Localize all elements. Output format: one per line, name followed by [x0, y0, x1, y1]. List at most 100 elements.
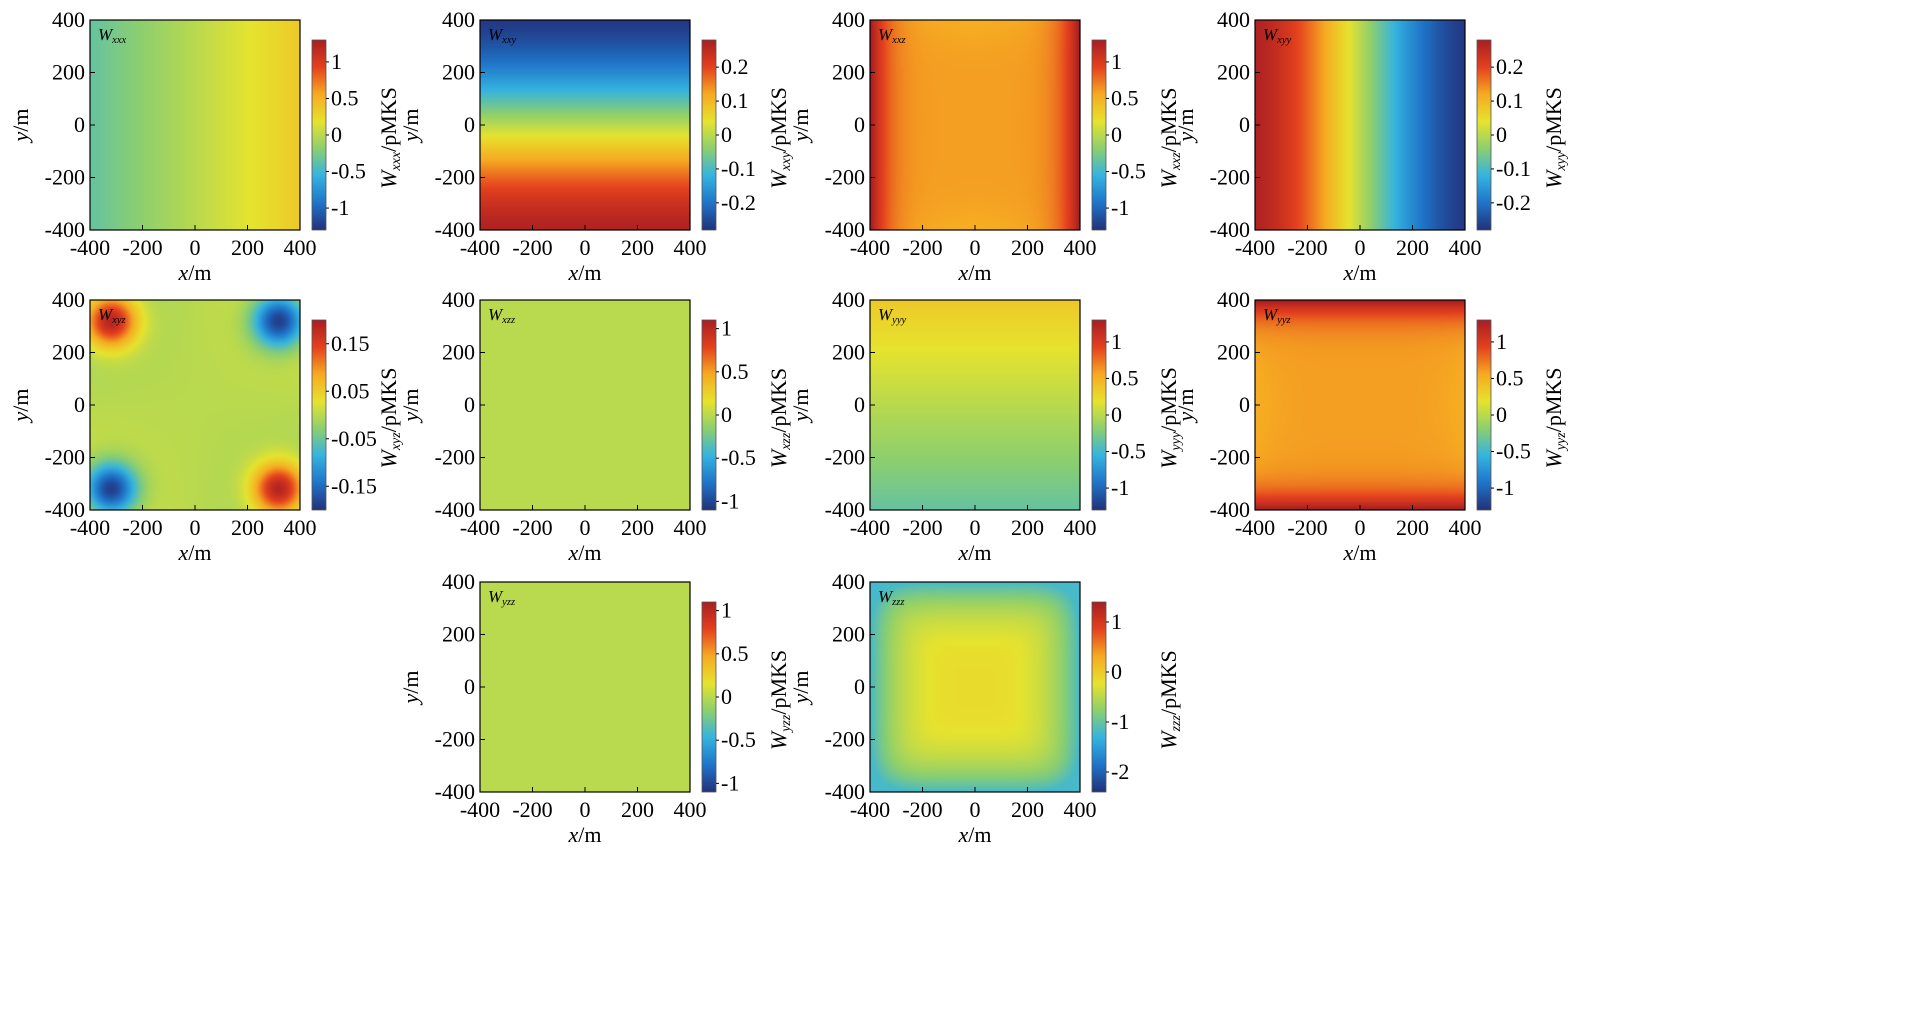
y-tick-label: 0: [464, 112, 475, 137]
colorbar-tick-label: 0: [721, 684, 732, 709]
colorbar-label: Wyyz/pMKS: [1541, 367, 1569, 468]
colorbar-label: Wxyy/pMKS: [1541, 87, 1569, 189]
colorbar-tick-label: -1: [1496, 475, 1514, 500]
x-tick-label: 200: [1011, 797, 1044, 822]
x-tick-label: 400: [1064, 797, 1097, 822]
y-axis-label: y/m: [398, 389, 423, 424]
panel-label: Wzzz: [878, 587, 904, 608]
heatmap-xzz: [480, 300, 690, 510]
panel-label: Wxyz: [98, 305, 126, 326]
y-tick-label: -200: [45, 445, 85, 470]
heatmap-xxz: [870, 20, 1080, 230]
x-tick-label: 400: [674, 797, 707, 822]
y-tick-label: 0: [74, 392, 85, 417]
x-tick-label: 0: [190, 235, 201, 260]
colorbar-label: Wxxy/pMKS: [766, 87, 794, 189]
colorbar-tick-label: -0.5: [1111, 439, 1146, 464]
y-tick-label: 400: [442, 7, 475, 32]
heatmap-yyy: [870, 300, 1080, 510]
x-tick-label: -200: [902, 797, 942, 822]
panel-xyy: Wxyy -400 -200 0 200 400 -400 -200 0 200 400 x/m y/m…: [1173, 7, 1569, 285]
heatmap-xxy: [480, 20, 690, 230]
colorbar: [1091, 39, 1107, 231]
y-tick-label: 0: [464, 674, 475, 699]
colorbar-tick-label: -1: [721, 770, 739, 795]
colorbar-tick-label: 0.1: [721, 88, 749, 113]
y-tick-label: 400: [442, 569, 475, 594]
panel-yyz: Wyyz -400 -200 0 200 400 -400 -200 0 200 400 x/m y/m…: [1173, 287, 1569, 565]
colorbar-label: Wxxz/pMKS: [1156, 87, 1184, 188]
x-tick-label: -200: [512, 797, 552, 822]
heatmap-yyz: [1255, 300, 1465, 510]
y-axis-label: y/m: [1173, 389, 1198, 424]
panel-yyy: Wyyy -400 -200 0 200 400 -400 -200 0 200 400 x/m y/m…: [788, 287, 1184, 565]
x-tick-label: 400: [284, 235, 317, 260]
y-tick-label: 400: [832, 287, 865, 312]
colorbar-tick-label: 0: [1111, 402, 1122, 427]
y-axis-label: y/m: [1173, 109, 1198, 144]
colorbar-label: Wyzz/pMKS: [766, 650, 794, 750]
x-axis-label: x/m: [1343, 540, 1377, 565]
colorbar-label: Wxyz/pMKS: [376, 367, 404, 468]
colorbar-tick-label: 0: [1111, 122, 1122, 147]
y-tick-label: 200: [52, 60, 85, 85]
y-tick-label: 400: [442, 287, 475, 312]
colorbar-tick-label: 1: [721, 598, 732, 623]
x-tick-label: 400: [674, 515, 707, 540]
colorbar-tick-label: 0: [1496, 122, 1507, 147]
heatmap-xyy: [1255, 20, 1465, 230]
y-tick-label: -400: [825, 779, 865, 804]
colorbar: [311, 39, 327, 231]
x-tick-label: -200: [512, 515, 552, 540]
colorbar-tick-label: -1: [721, 488, 739, 513]
panel-label: Wyzz: [488, 587, 515, 608]
colorbar: [1476, 319, 1492, 511]
x-axis-label: x/m: [958, 260, 992, 285]
x-tick-label: 200: [1396, 235, 1429, 260]
y-tick-label: 400: [832, 7, 865, 32]
colorbar-label: Wxzz/pMKS: [766, 368, 794, 468]
x-tick-label: 0: [970, 797, 981, 822]
colorbar-tick-label: 0: [1111, 659, 1122, 684]
panel-xzz: Wxzz -400 -200 0 200 400 -400 -200 0 200 400 x/m y/m…: [398, 287, 794, 565]
panel-xxy: Wxxy -400 -200 0 200 400 -400 -200 0 200 400 x/m y/m…: [398, 7, 794, 285]
colorbar-tick-label: 1: [1111, 609, 1122, 634]
heatmap-zzz: [870, 582, 1080, 792]
x-axis-label: x/m: [958, 540, 992, 565]
y-tick-label: 400: [52, 7, 85, 32]
colorbar: [701, 39, 717, 231]
colorbar-tick-label: 0: [721, 402, 732, 427]
panel-label: Wyyy: [878, 305, 907, 326]
panel-label: Wxxx: [98, 25, 127, 46]
x-tick-label: -200: [902, 515, 942, 540]
colorbar-tick-label: 0.15: [331, 331, 370, 356]
x-tick-label: 0: [190, 515, 201, 540]
colorbar-label: Wyyy/pMKS: [1156, 367, 1184, 469]
y-tick-label: -200: [435, 727, 475, 752]
x-tick-label: -200: [902, 235, 942, 260]
y-tick-label: 0: [854, 674, 865, 699]
y-tick-label: -200: [825, 727, 865, 752]
x-tick-label: 400: [1064, 515, 1097, 540]
y-tick-label: 200: [832, 340, 865, 365]
y-tick-label: -200: [825, 445, 865, 470]
x-tick-label: 200: [621, 515, 654, 540]
colorbar-tick-label: -0.2: [1496, 190, 1531, 215]
heatmap-xxx: [90, 20, 300, 230]
colorbar-tick-label: 0: [331, 122, 342, 147]
colorbar-tick-label: 0.2: [1496, 54, 1524, 79]
y-tick-label: 400: [832, 569, 865, 594]
x-tick-label: 0: [970, 515, 981, 540]
x-tick-label: 400: [284, 515, 317, 540]
panel-yzz: Wyzz -400 -200 0 200 400 -400 -200 0 200 400 x/m y/m…: [398, 569, 794, 847]
colorbar-tick-label: 1: [721, 316, 732, 341]
colorbar-tick-label: -0.5: [1111, 159, 1146, 184]
y-axis-label: y/m: [788, 389, 813, 424]
y-tick-label: 200: [442, 622, 475, 647]
colorbar: [1476, 39, 1492, 231]
panel-label: Wxzz: [488, 305, 515, 326]
y-tick-label: 0: [854, 392, 865, 417]
panel-xxx: Wxxx -400 -200 0 200 400 -400 -200 0 200 400 x/m y/m…: [8, 7, 404, 285]
colorbar-tick-label: -1: [1111, 475, 1129, 500]
